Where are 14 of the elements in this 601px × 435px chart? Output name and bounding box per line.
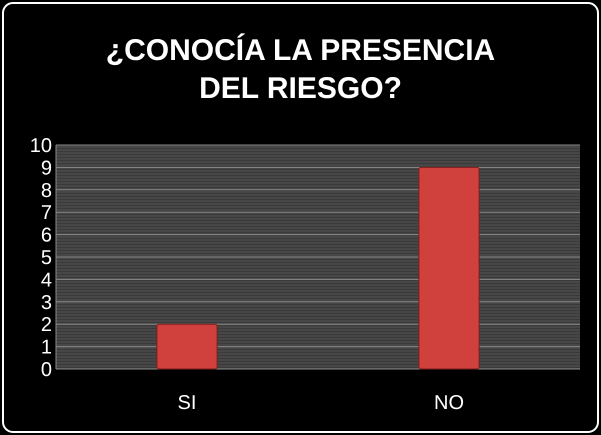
y-tick-label: 3	[40, 292, 52, 314]
y-tick-label: 0	[40, 359, 52, 381]
x-tick-label: SI	[178, 392, 196, 414]
y-tick-label: 8	[40, 180, 52, 202]
y-tick-label: 7	[40, 202, 52, 224]
y-tick-label: 9	[40, 157, 52, 180]
x-tick-label: NO	[434, 392, 464, 414]
chart-title: ¿CONOCÍA LA PRESENCIA DEL RIESGO?	[106, 33, 496, 105]
y-tick-label: 2	[40, 314, 52, 336]
y-tick-label: 1	[40, 336, 52, 359]
y-tick-label: 10	[30, 135, 52, 157]
y-tick-label: 4	[40, 269, 52, 292]
y-tick-label: 5	[40, 247, 52, 269]
y-tick-label: 6	[40, 224, 52, 247]
